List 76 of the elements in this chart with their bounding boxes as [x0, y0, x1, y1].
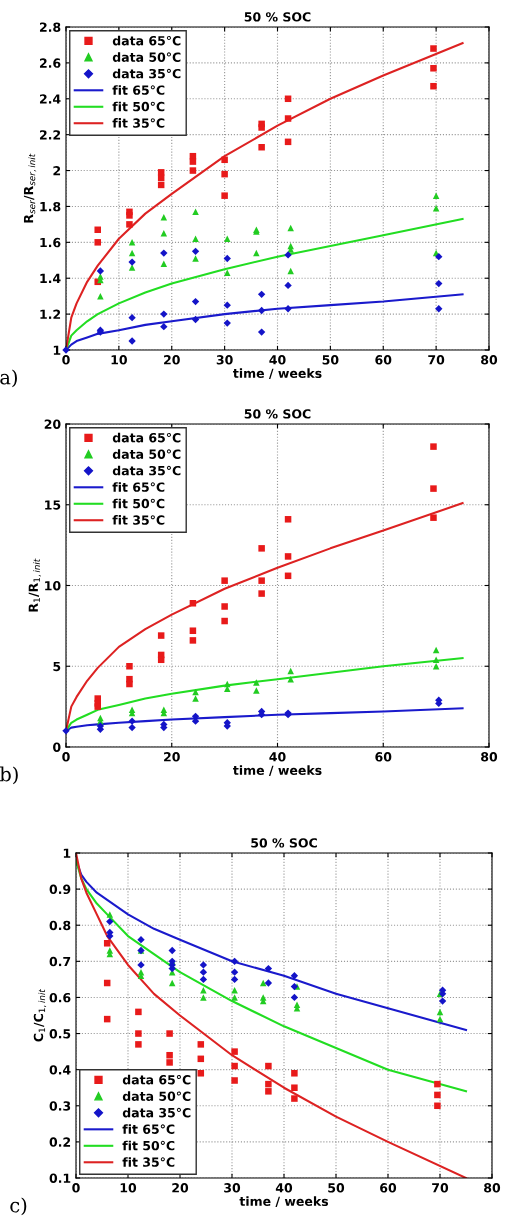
x-tick-label: 10 — [111, 355, 127, 365]
x-tick-label: 60 — [380, 1183, 397, 1193]
x-tick-label: 40 — [269, 752, 286, 762]
y-tick-label: 0.5 — [49, 1029, 71, 1039]
legend-label: fit 65°C — [112, 482, 165, 492]
x-tick-label: 50 — [322, 355, 339, 365]
legend-label: fit 35°C — [112, 118, 165, 128]
y-tick-label: 0.9 — [49, 884, 71, 895]
x-tick-label: 20 — [172, 1183, 189, 1193]
legend-label: data 35°C — [112, 465, 181, 476]
y-axis-title: R$_{ser}$/R$_{ser,init}$ — [23, 153, 37, 223]
legend-label: fit 50°C — [112, 101, 165, 112]
x-tick-label: 0 — [72, 1183, 80, 1193]
y-tick-label: 20 — [44, 419, 61, 429]
x-tick-label: 60 — [375, 752, 392, 762]
legend-label: data 35°C — [112, 68, 181, 79]
y-tick-label: 0.7 — [49, 956, 71, 967]
text: b) — [0, 766, 18, 785]
y-tick-label: 2.8 — [39, 22, 61, 32]
legend-label: data 65°C — [112, 35, 181, 46]
y-tick-label: 2 — [53, 166, 61, 176]
y-axis-title: R$_{1}$/R$_{1,init}$ — [28, 558, 41, 612]
legend-label: fit 50°C — [122, 1140, 175, 1151]
x-axis-title: time / weeks — [233, 368, 322, 380]
x-tick-label: 80 — [481, 355, 498, 365]
legend-label: data 65°C — [122, 1074, 191, 1085]
legend-label: fit 65°C — [122, 1124, 175, 1134]
y-tick-label: 1.6 — [40, 237, 61, 248]
legend-label: data 50°C — [112, 52, 181, 62]
y-tick-label: 1 — [53, 345, 61, 355]
x-tick-label: 70 — [428, 355, 445, 365]
y-tick-label: 0.1 — [49, 1173, 71, 1183]
x-tick-label: 60 — [375, 355, 392, 365]
y-tick-label: 0 — [53, 742, 61, 752]
legend-label: fit 35°C — [122, 1157, 175, 1167]
x-tick-label: 40 — [275, 1183, 293, 1193]
legend-label: fit 65°C — [112, 85, 165, 95]
x-tick-label: 70 — [432, 1183, 449, 1193]
text: a) — [0, 369, 17, 388]
y-tick-label: 1 — [63, 848, 71, 858]
text: c) — [10, 1197, 27, 1216]
y-tick-label: 0.4 — [49, 1065, 71, 1075]
legend-label: data 35°C — [122, 1107, 191, 1118]
x-axis-title: time / weeks — [239, 1196, 329, 1208]
x-axis-title: time / weeks — [233, 765, 322, 777]
y-tick-label: 0.3 — [49, 1101, 71, 1111]
x-tick-label: 20 — [164, 355, 180, 365]
x-tick-label: 20 — [164, 752, 180, 762]
y-tick-label: 15 — [45, 500, 61, 510]
y-tick-label: 5 — [53, 661, 61, 672]
y-tick-label: 0.6 — [49, 992, 71, 1003]
x-tick-label: 80 — [481, 752, 498, 762]
x-tick-label: 30 — [216, 355, 233, 365]
y-tick-label: 0.8 — [49, 920, 71, 931]
chart-title: 50 % SOC — [244, 12, 311, 22]
y-tick-label: 1.4 — [40, 273, 61, 283]
legend-label: data 65°C — [112, 432, 181, 443]
y-tick-label: 1.2 — [40, 309, 61, 319]
y-tick-label: 2.6 — [39, 58, 61, 68]
x-tick-label: 50 — [328, 1183, 345, 1193]
y-tick-label: 2.2 — [39, 130, 61, 140]
legend-label: data 50°C — [112, 449, 181, 459]
legend-label: data 50°C — [122, 1091, 191, 1101]
x-tick-label: 80 — [484, 1183, 501, 1193]
x-tick-label: 10 — [120, 1183, 137, 1193]
chart-title: 50 % SOC — [244, 409, 311, 419]
x-tick-label: 30 — [224, 1183, 241, 1193]
y-axis-title: C$_{1}$/C$_{1,init}$ — [33, 988, 47, 1042]
x-tick-label: 40 — [269, 355, 286, 365]
y-tick-label: 2.4 — [39, 94, 61, 104]
y-tick-label: 10 — [45, 580, 61, 591]
y-tick-label: 0.2 — [49, 1137, 71, 1147]
legend-label: fit 50°C — [112, 498, 165, 509]
chart-title: 50 % SOC — [251, 838, 317, 848]
legend-label: fit 35°C — [112, 515, 165, 525]
y-tick-label: 1.8 — [40, 201, 61, 212]
